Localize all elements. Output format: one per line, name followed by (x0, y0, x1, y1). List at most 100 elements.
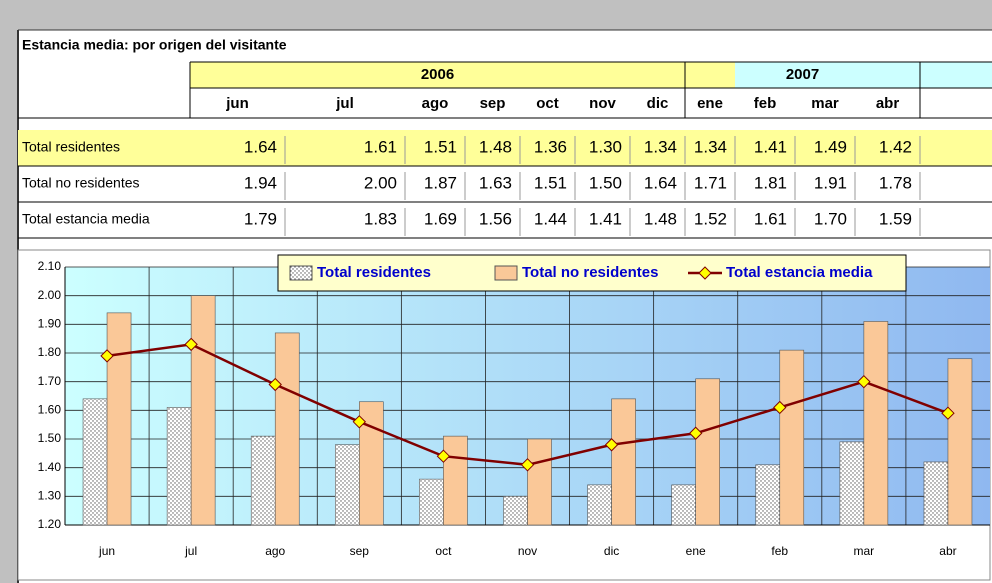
cell-value: 1.59 (879, 209, 912, 228)
x-tick-label: jul (184, 544, 197, 558)
legend-label: Total estancia media (726, 264, 873, 281)
bar (503, 496, 528, 526)
legend-swatch (698, 266, 712, 280)
x-tick-label: dic (604, 544, 619, 558)
x-tick-label: sep (350, 544, 370, 558)
x-tick-label: mar (854, 544, 875, 558)
y-tick-label: 1.80 (38, 345, 62, 359)
marker (352, 415, 367, 429)
marker (857, 374, 871, 389)
cell-value: 1.61 (364, 137, 397, 156)
cell-value: 1.49 (814, 137, 847, 156)
month-header: feb (754, 95, 777, 112)
month-header: dic (647, 95, 669, 112)
row-label: Total residentes (22, 139, 120, 155)
sheet-title: Estancia media: por origen del visitante (22, 37, 287, 53)
bar (587, 484, 612, 526)
legend-box (277, 254, 907, 292)
cell-value: 1.52 (694, 209, 727, 228)
legend-label: Total residentes (317, 264, 431, 281)
month-header: jul (335, 95, 354, 112)
cell-value: 1.83 (364, 209, 397, 228)
marker (436, 449, 451, 463)
cell-value: 1.50 (589, 173, 622, 192)
month-header: oct (536, 95, 559, 112)
y-tick-label: 1.90 (38, 317, 62, 331)
y-tick-label: 1.30 (38, 489, 62, 503)
row-label: Total no residentes (22, 175, 140, 191)
month-header: ene (697, 95, 723, 112)
cell-value: 1.63 (479, 173, 512, 192)
bar (250, 435, 276, 526)
month-header: abr (876, 95, 900, 112)
x-tick-label: ene (686, 544, 706, 558)
bar (947, 358, 973, 526)
cell-value: 1.87 (424, 173, 457, 192)
cell-value: 1.64 (644, 173, 677, 192)
y-tick-label: 1.20 (38, 517, 62, 531)
cell-value: 1.64 (244, 137, 277, 156)
month-header: sep (480, 95, 506, 112)
marker (100, 349, 114, 363)
y-tick-label: 2.10 (38, 259, 62, 273)
month-header: mar (811, 95, 839, 112)
x-tick-label: feb (771, 544, 788, 558)
bar (671, 484, 696, 526)
bar (695, 378, 720, 526)
bar (419, 478, 444, 526)
cell-value: 1.48 (479, 137, 512, 156)
bar (611, 398, 636, 526)
month-header: ago (422, 95, 449, 112)
cell-value: 1.61 (754, 209, 787, 228)
cell-value: 1.34 (644, 137, 677, 156)
cell-value: 1.48 (644, 209, 677, 228)
cell-value: 1.94 (244, 173, 277, 192)
bar (274, 332, 300, 526)
bar (779, 349, 805, 526)
cell-value: 1.36 (534, 137, 567, 156)
year-band (735, 62, 992, 88)
x-tick-label: jun (98, 544, 115, 558)
marker (520, 458, 535, 472)
cell-value: 1.41 (754, 137, 787, 156)
year-header: 2006 (421, 66, 454, 83)
cell-value: 1.34 (694, 137, 727, 156)
x-tick-label: oct (435, 544, 452, 558)
bar (335, 444, 360, 526)
month-header: nov (589, 95, 616, 112)
y-tick-label: 1.40 (38, 460, 62, 474)
cell-value: 1.30 (589, 137, 622, 156)
x-tick-label: ago (265, 544, 285, 558)
year-header: 2007 (786, 66, 819, 83)
marker (268, 377, 282, 392)
year-band (190, 62, 735, 88)
cell-value: 1.42 (879, 137, 912, 156)
cell-value: 1.79 (244, 209, 277, 228)
marker (773, 400, 787, 415)
y-tick-label: 1.70 (38, 374, 62, 388)
bar (443, 435, 468, 526)
marker (941, 406, 955, 420)
y-tick-label: 1.60 (38, 403, 62, 417)
row-band (18, 130, 992, 166)
row-label: Total estancia media (22, 211, 150, 227)
y-tick-label: 1.50 (38, 431, 62, 445)
bar (863, 321, 889, 526)
bar (166, 407, 192, 526)
bar (923, 461, 949, 526)
x-tick-label: abr (939, 544, 956, 558)
y-tick-label: 2.00 (38, 288, 62, 302)
legend-label: Total no residentes (522, 264, 658, 281)
cell-value: 1.41 (589, 209, 622, 228)
cell-value: 1.56 (479, 209, 512, 228)
cell-value: 1.44 (534, 209, 567, 228)
legend-swatch (289, 265, 313, 281)
cell-value: 2.00 (364, 173, 397, 192)
bar (839, 441, 865, 526)
cell-value: 1.70 (814, 209, 847, 228)
month-header: jun (225, 95, 249, 112)
bar (82, 398, 108, 526)
marker (688, 426, 703, 440)
cell-value: 1.81 (754, 173, 787, 192)
